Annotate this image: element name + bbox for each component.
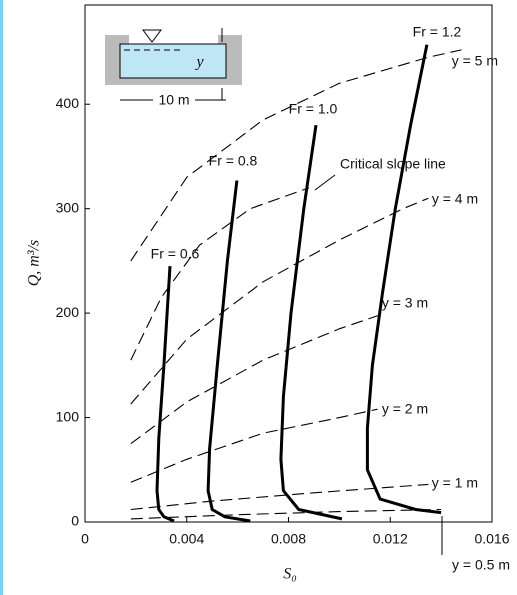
depth-curve	[130, 408, 378, 483]
depth-curve	[130, 187, 310, 361]
y-tick-label: 300	[56, 199, 80, 215]
inset: 10 m y	[105, 28, 242, 108]
series-label: Critical slope line	[340, 156, 446, 172]
x-axis-label: S₀	[283, 566, 297, 583]
series-label: y = 2 m	[382, 401, 428, 417]
froude-curve	[206, 180, 251, 523]
series-label: Fr = 1.2	[413, 24, 462, 40]
y-tick-label: 100	[56, 408, 80, 424]
series-label: Fr = 1.0	[289, 101, 338, 117]
series-label: y = 1 m	[432, 475, 478, 491]
x-tick-label: 0.012	[373, 531, 408, 547]
depth-curve	[130, 197, 429, 405]
y-axis-label: Q, m³/s	[26, 240, 43, 287]
inset-width-label: 10 m	[158, 92, 189, 108]
froude-curve	[279, 124, 343, 521]
y-tick-label: 0	[71, 513, 79, 529]
inset-symbol	[142, 29, 162, 43]
depth-curve	[130, 483, 429, 511]
x-tick-label: 0.008	[271, 531, 306, 547]
y-tick-label: 200	[56, 304, 80, 320]
series-label: y = 5 m	[452, 53, 498, 69]
depth-curve	[130, 312, 386, 445]
inset-water	[119, 43, 227, 79]
pointer-arrow	[314, 174, 336, 191]
depth-curve	[130, 508, 442, 520]
series-label: y = 3 m	[382, 295, 428, 311]
y-tick-label: 400	[56, 95, 80, 111]
series-label: y = 0.5 m	[452, 557, 510, 573]
froude-curve	[365, 44, 442, 515]
depth-curve	[130, 49, 462, 262]
series-label: Fr = 0.8	[209, 153, 258, 169]
series-label: y = 4 m	[432, 191, 478, 207]
inset-depth-label: y	[194, 54, 204, 71]
series-label: Fr = 0.6	[151, 246, 200, 262]
x-tick-label: 0.016	[474, 531, 509, 547]
x-tick-label: 0	[81, 531, 89, 547]
inset-bed	[105, 78, 242, 85]
x-tick-label: 0.004	[169, 531, 204, 547]
inset-bg	[153, 92, 195, 108]
froude-curve	[155, 266, 175, 523]
